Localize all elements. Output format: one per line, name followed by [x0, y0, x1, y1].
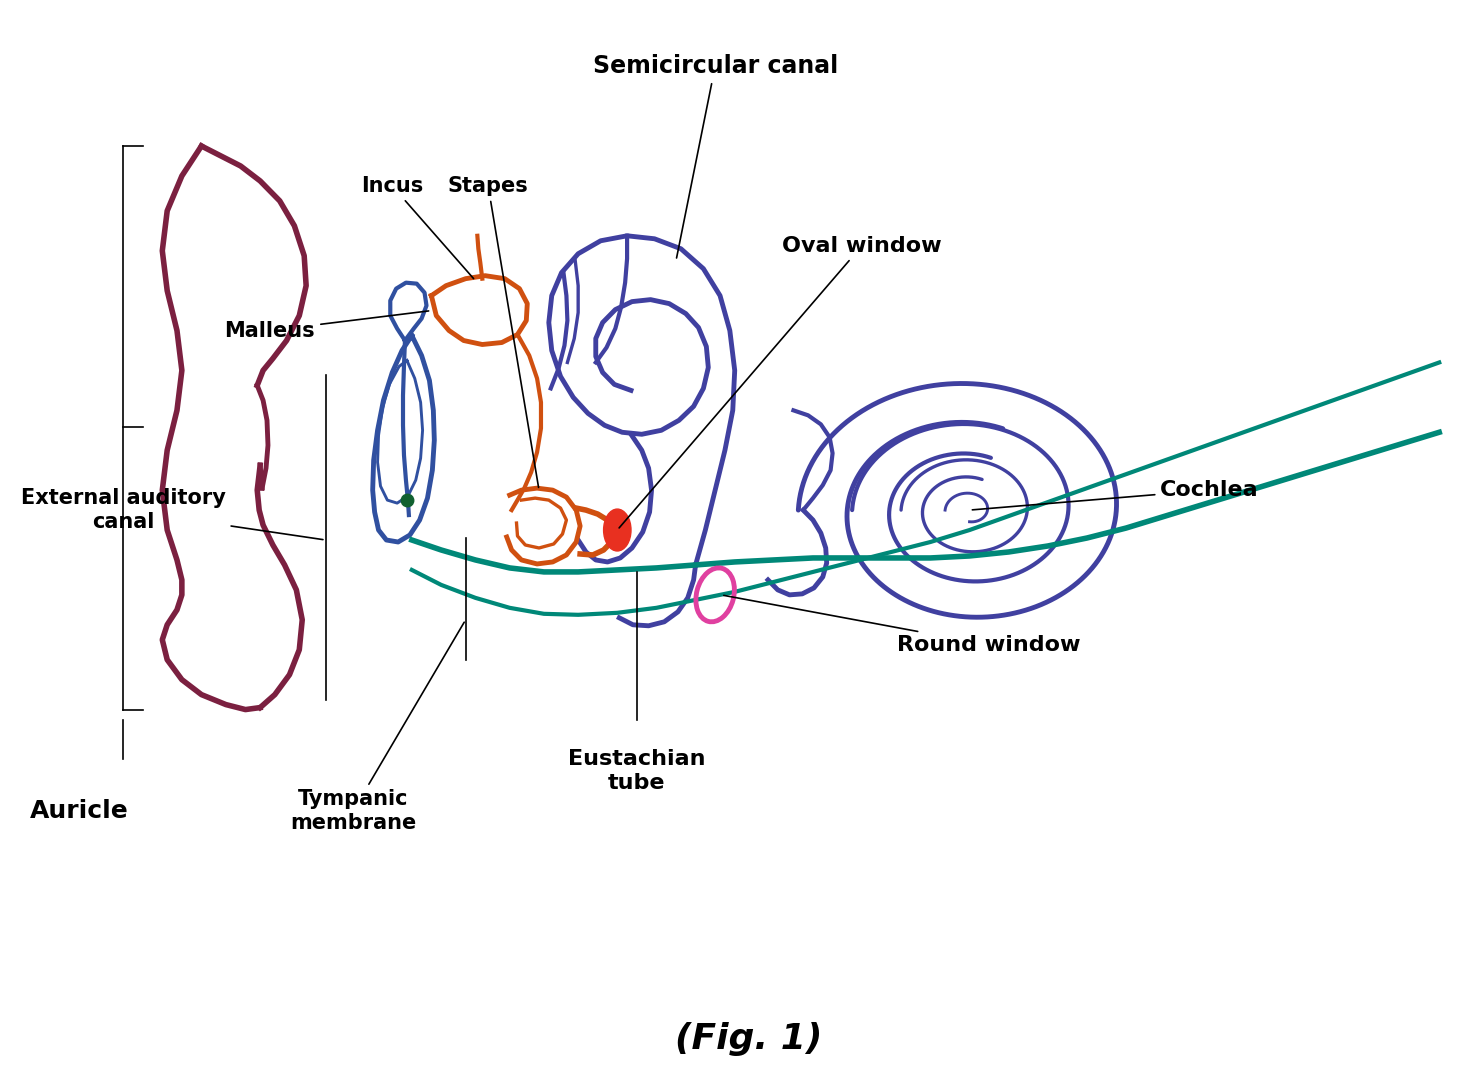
Text: Cochlea: Cochlea: [972, 480, 1259, 509]
Text: Eustachian
tube: Eustachian tube: [569, 749, 705, 792]
Text: External auditory
canal: External auditory canal: [21, 489, 323, 540]
Ellipse shape: [604, 509, 632, 551]
Text: Malleus: Malleus: [225, 311, 429, 340]
Text: Oval window: Oval window: [618, 235, 942, 528]
Text: Semicircular canal: Semicircular canal: [592, 54, 837, 258]
Text: Tympanic
membrane: Tympanic membrane: [289, 622, 464, 833]
Text: Auricle: Auricle: [29, 799, 128, 824]
Text: (Fig. 1): (Fig. 1): [676, 1022, 823, 1056]
Text: Stapes: Stapes: [448, 176, 539, 488]
Text: Incus: Incus: [361, 176, 473, 279]
Text: Round window: Round window: [724, 595, 1081, 655]
